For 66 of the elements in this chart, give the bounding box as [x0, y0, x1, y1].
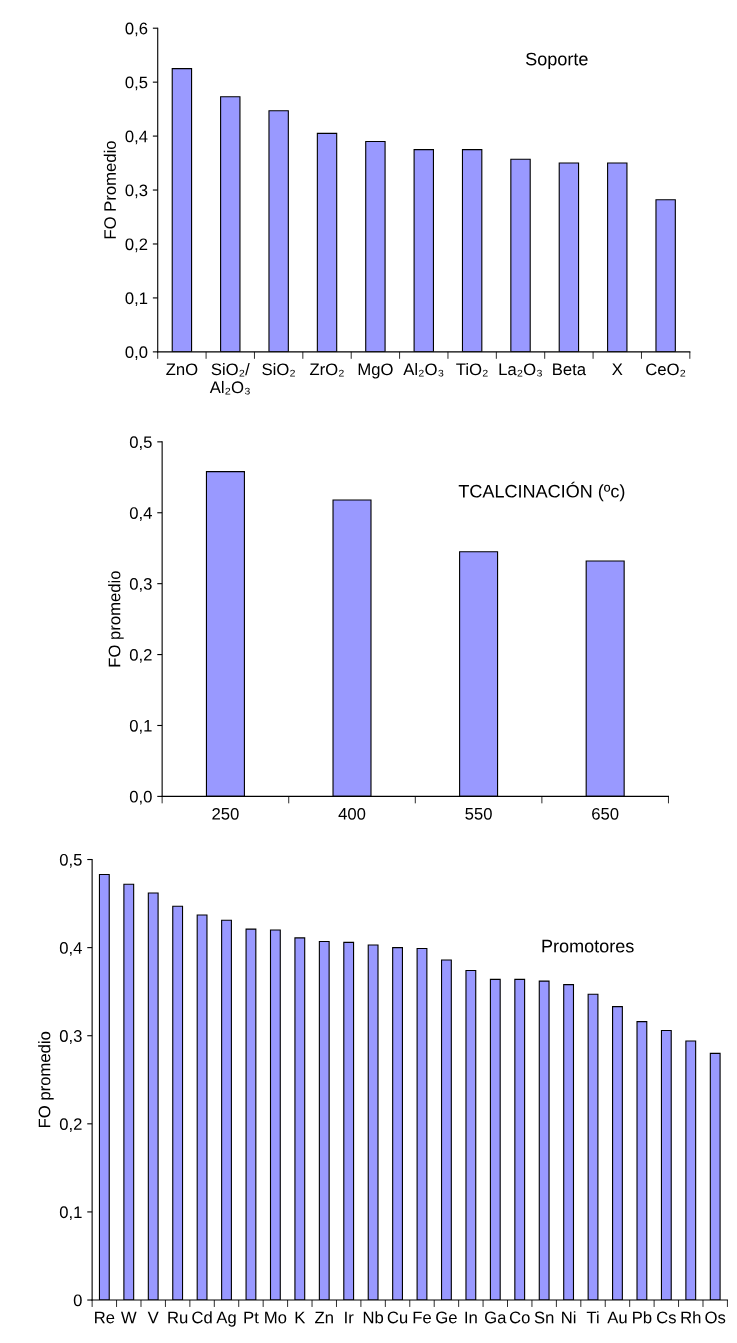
x-tick-label: Rh — [681, 1311, 701, 1324]
y-tick-label: 0,3 — [125, 184, 148, 199]
x-tick-label: ZnO — [166, 363, 198, 376]
x-tick-label: Au — [607, 1311, 627, 1324]
y-tick-label: 0,4 — [59, 942, 82, 956]
y-tick-label: 0,2 — [125, 238, 148, 253]
x-tick-label: Nb — [363, 1311, 384, 1324]
x-tick-label: Al₂O₃ — [403, 362, 444, 377]
x-tick-label: Ni — [562, 1311, 576, 1324]
y-tick-label: 0,4 — [125, 130, 148, 145]
text: Soporte — [526, 52, 588, 69]
x-tick-label: Cs — [656, 1311, 676, 1324]
x-tick-label: K — [295, 1311, 306, 1324]
y-tick-label: 0,5 — [125, 76, 148, 91]
x-tick-label: Ir — [345, 1311, 354, 1324]
x-tick-label: Ag — [216, 1311, 236, 1327]
x-tick-label: 650 — [592, 807, 619, 820]
x-tick-label: V — [147, 1311, 159, 1324]
x-tick-label: MgO — [358, 363, 393, 379]
y-tick-label: 0,5 — [59, 853, 82, 868]
y-axis-title: FO promedio — [38, 1031, 54, 1128]
x-tick-label: SiO₂/ Al₂O₃ — [209, 362, 250, 395]
x-tick-label: Os — [705, 1311, 726, 1324]
x-tick-label: CeO₂ — [646, 363, 686, 377]
y-tick-label: 0,6 — [125, 22, 148, 37]
x-tick-label: Co — [509, 1311, 530, 1324]
y-tick-label: 0,3 — [59, 1030, 82, 1044]
y-axis-title: FO Promedio — [103, 141, 116, 239]
y-tick-label: 0,1 — [129, 719, 152, 734]
x-tick-label: Fe — [413, 1311, 431, 1324]
x-tick-label: Sn — [534, 1311, 554, 1324]
y-tick-label: 0,2 — [59, 1118, 82, 1132]
x-tick-label: La₂O₃ — [499, 363, 542, 377]
y-tick-label: 0,1 — [125, 292, 148, 307]
text: Promotores — [542, 939, 634, 953]
x-tick-label: Ge — [436, 1311, 457, 1324]
x-tick-label: 250 — [212, 807, 239, 820]
x-tick-label: X — [612, 363, 623, 376]
y-tick-label: 0,0 — [129, 790, 152, 805]
x-tick-label: Ga — [485, 1311, 507, 1324]
x-tick-label: Zn — [315, 1311, 333, 1324]
y-tick-label: 0,5 — [129, 436, 152, 451]
x-tick-label: Ti — [586, 1311, 599, 1324]
x-tick-label: Beta — [553, 363, 587, 376]
text: TCALCINACIÓN (ºc) — [458, 481, 625, 502]
y-tick-label: 0 — [73, 1294, 82, 1307]
x-tick-label: W — [120, 1311, 137, 1324]
x-tick-label: Ru — [168, 1311, 188, 1324]
x-tick-label: TiO₂ — [456, 362, 488, 377]
x-tick-label: 550 — [465, 807, 492, 820]
x-tick-label: ZrO₂ — [309, 363, 344, 377]
x-tick-label: Pb — [633, 1311, 652, 1324]
y-tick-label: 0,0 — [125, 346, 148, 361]
y-tick-label: 0,1 — [59, 1206, 82, 1221]
x-tick-label: Cu — [387, 1311, 408, 1324]
x-tick-label: SiO₂ — [262, 362, 295, 377]
y-axis-title: FO promedio — [108, 571, 124, 667]
x-tick-label: In — [465, 1311, 477, 1324]
x-tick-label: Re — [95, 1311, 115, 1324]
x-tick-label: Mo — [265, 1311, 287, 1324]
x-tick-label: Pt — [244, 1311, 259, 1324]
x-tick-label: Cd — [192, 1311, 212, 1324]
y-tick-label: 0,4 — [129, 507, 152, 521]
y-tick-label: 0,3 — [129, 578, 152, 592]
x-tick-label: 400 — [338, 807, 366, 820]
y-tick-label: 0,2 — [129, 648, 152, 663]
